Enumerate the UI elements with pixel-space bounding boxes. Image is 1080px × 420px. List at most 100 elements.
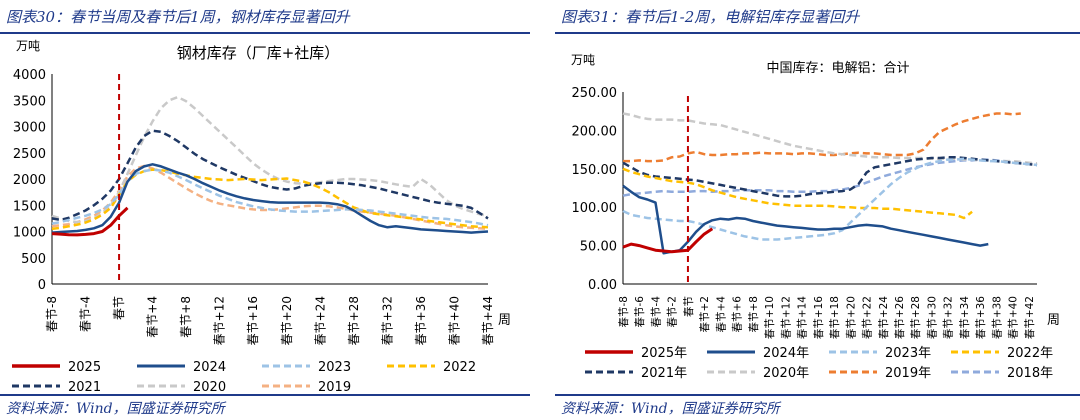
series-line-2023年 — [622, 157, 1038, 241]
y-axis-unit: 万吨 — [16, 39, 40, 53]
y-tick-label: 150.00 — [572, 163, 618, 178]
x-tick-label: 春节+44 — [481, 296, 495, 345]
legend-label-2022: 2022 — [443, 360, 476, 375]
x-tick-label: 春节+16 — [246, 296, 260, 345]
y-tick-label: 500 — [21, 252, 46, 267]
x-tick-label: 春节+24 — [878, 296, 890, 339]
right-panel: 图表31：春节后1-2周，电解铝库存显著回升 中国库存：电解铝：合计 万吨 0.00… — [555, 0, 1080, 420]
legend-label-2019年: 2019年 — [885, 366, 931, 381]
x-tick-label: 春节+10 — [764, 296, 776, 339]
y-axis-unit: 万吨 — [571, 53, 595, 67]
y-tick-label: 3500 — [13, 94, 46, 109]
legend-label-2021年: 2021年 — [641, 366, 687, 381]
x-axis-title: 周 — [498, 313, 511, 328]
legend-label-2018年: 2018年 — [1007, 366, 1053, 381]
y-tick-label: 4000 — [13, 68, 46, 83]
legend-label-2023年: 2023年 — [885, 346, 931, 361]
series-line-2025年 — [622, 227, 714, 254]
left-title-rule — [0, 32, 530, 34]
left-source-rule — [0, 394, 530, 396]
x-tick-label: 春节+38 — [991, 296, 1003, 339]
x-tick-label: 春节+32 — [380, 296, 394, 345]
right-title-rule — [555, 32, 1080, 34]
y-tick-label: 250.00 — [572, 86, 618, 101]
legend-label-2025年: 2025年 — [641, 346, 687, 361]
right-panel-title: 图表31：春节后1-2周，电解铝库存显著回升 — [561, 8, 860, 26]
x-tick-label: 春节-2 — [667, 296, 679, 327]
x-tick-label: 春节+4 — [146, 296, 160, 338]
x-tick-label: 春节+28 — [910, 296, 922, 339]
x-tick-label: 春节+2 — [699, 296, 711, 332]
right-chart: 中国库存：电解铝：合计 万吨 0.00 50.00 100.00 150.00 200.00… — [571, 53, 1060, 381]
legend-label-2022年: 2022年 — [1007, 346, 1053, 361]
x-tick-label: 春节-6 — [634, 296, 646, 328]
right-source-rule — [555, 394, 1080, 396]
right-source: 资料来源：Wind，国盛证券研究所 — [561, 401, 780, 417]
x-tick-label: 春节-4 — [79, 296, 93, 332]
series-line-2022年 — [622, 167, 973, 220]
y-tick-label: 3000 — [13, 121, 46, 136]
x-tick-label: 春节+32 — [943, 296, 955, 339]
x-tick-label: 春节+36 — [975, 296, 987, 339]
x-tick-label: 春节+36 — [414, 296, 428, 345]
x-tick-label: 春节+34 — [959, 296, 971, 339]
x-tick-label: 春节+12 — [213, 296, 227, 345]
left-panel-title: 图表30：春节当周及春节后1周，钢材库存显著回升 — [6, 8, 350, 26]
series-line-2024 — [51, 163, 489, 234]
y-tick-label: 0.00 — [588, 278, 617, 293]
x-tick-label: 春节+42 — [1024, 296, 1036, 339]
x-tick-label: 春节+24 — [313, 296, 327, 345]
x-tick-label: 春节+28 — [347, 296, 361, 345]
x-tick-label: 春节+4 — [715, 296, 727, 333]
x-tick-label: 春节-8 — [618, 296, 630, 327]
legend-label-2020: 2020 — [193, 380, 226, 395]
x-tick-label: 春节+18 — [829, 296, 841, 339]
legend-label-2021: 2021 — [68, 380, 101, 395]
series-line-2025 — [51, 206, 129, 237]
legend-label-2025: 2025 — [68, 360, 101, 375]
series-line-2020年 — [622, 112, 1038, 165]
x-tick-label: 春节 — [683, 296, 695, 317]
x-tick-label: 春节+40 — [1008, 296, 1020, 339]
left-source: 资料来源：Wind，国盛证券研究所 — [6, 401, 225, 417]
series-line-2018年 — [622, 158, 1038, 197]
y-tick-label: 0 — [38, 278, 46, 293]
legend-label-2024年: 2024年 — [763, 346, 809, 361]
x-tick-label: 春节+20 — [845, 296, 857, 339]
series-line-2021 — [51, 129, 489, 222]
series-line-2019年 — [623, 112, 1021, 163]
series-line-2021年 — [622, 156, 1038, 198]
series-line-2023 — [51, 168, 489, 227]
x-tick-label: 春节+14 — [797, 296, 809, 339]
chart-title: 钢材库存（厂库+社库） — [177, 44, 340, 62]
legend-label-2023: 2023 — [318, 360, 351, 375]
x-tick-label: 春节+8 — [748, 296, 760, 332]
x-tick-label: 春节-8 — [45, 296, 59, 332]
x-tick-label: 春节+40 — [447, 296, 461, 345]
legend-label-2024: 2024 — [193, 360, 226, 375]
x-tick-label: 春节+22 — [862, 296, 874, 339]
x-tick-label: 春节+30 — [926, 296, 938, 339]
y-tick-label: 1500 — [13, 199, 46, 214]
x-tick-label: 春节+26 — [894, 296, 906, 339]
x-tick-label: 春节+20 — [280, 296, 294, 345]
x-tick-label: 春节+16 — [813, 296, 825, 339]
left-panel: 图表30：春节当周及春节后1周，钢材库存显著回升 钢材库存（厂库+社库） 万吨 0 5… — [0, 0, 530, 420]
x-axis-title: 周 — [1047, 313, 1060, 328]
legend-label-2019: 2019 — [318, 380, 351, 395]
y-tick-label: 2000 — [13, 173, 46, 188]
x-tick-label: 春节+12 — [780, 296, 792, 339]
series-line-2022 — [51, 168, 489, 231]
chart-title: 中国库存：电解铝：合计 — [766, 60, 909, 76]
x-tick-label: 春节 — [112, 296, 126, 320]
left-chart: 钢材库存（厂库+社库） 万吨 0 500 1000 1500 2000 2500 3000 350… — [12, 39, 511, 395]
y-tick-label: 200.00 — [572, 124, 618, 139]
x-tick-label: 春节-4 — [650, 296, 662, 328]
y-tick-label: 1000 — [13, 226, 46, 241]
x-tick-label: 春节+6 — [732, 296, 744, 333]
y-tick-label: 50.00 — [580, 240, 617, 255]
y-tick-label: 100.00 — [572, 201, 618, 216]
legend-label-2020年: 2020年 — [763, 366, 809, 381]
x-tick-label: 春节+8 — [179, 296, 193, 338]
series-line-2020 — [51, 95, 489, 224]
